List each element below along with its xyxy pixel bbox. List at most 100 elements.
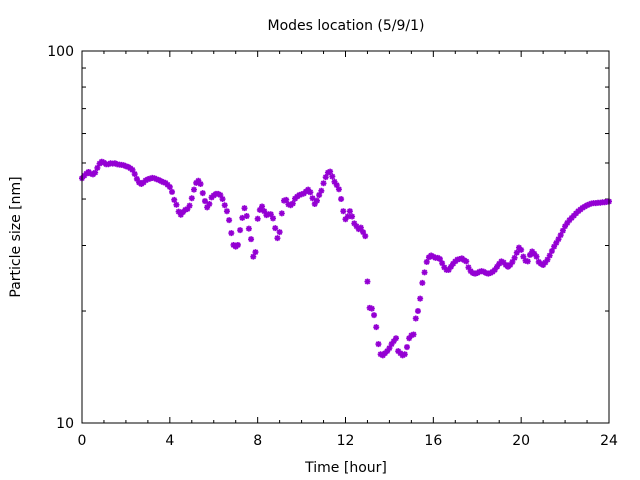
- data-point: [184, 206, 191, 213]
- data-point: [237, 227, 244, 234]
- data-point: [562, 223, 569, 230]
- data-point: [346, 208, 353, 215]
- data-point: [586, 201, 593, 208]
- data-point: [197, 181, 204, 188]
- data-point: [190, 186, 197, 193]
- data-point: [546, 252, 553, 259]
- data-point: [364, 278, 371, 285]
- data-point: [274, 235, 281, 242]
- data-points: [79, 158, 612, 359]
- data-point: [465, 264, 472, 271]
- data-point: [204, 204, 211, 211]
- data-point: [555, 236, 562, 243]
- data-point: [186, 202, 193, 209]
- data-point: [105, 161, 112, 168]
- data-point: [164, 181, 171, 188]
- data-point: [360, 229, 367, 236]
- data-point: [344, 213, 351, 220]
- x-tick-label: 20: [512, 433, 530, 449]
- data-point: [544, 256, 551, 263]
- data-point: [272, 225, 279, 232]
- data-point: [401, 351, 408, 358]
- data-point: [518, 246, 525, 253]
- data-point: [219, 196, 226, 203]
- data-point: [353, 223, 360, 230]
- data-point: [414, 308, 421, 315]
- data-point: [494, 263, 501, 270]
- data-point: [175, 208, 182, 215]
- data-point: [307, 189, 314, 196]
- data-point: [283, 196, 290, 203]
- data-point: [511, 254, 518, 261]
- data-point: [281, 197, 288, 204]
- data-point: [234, 241, 241, 248]
- data-point: [377, 351, 384, 358]
- data-point: [241, 205, 248, 212]
- data-point: [375, 341, 382, 348]
- data-point: [111, 160, 118, 167]
- data-point: [566, 217, 573, 224]
- data-point: [329, 173, 336, 180]
- data-point: [261, 208, 268, 215]
- data-point: [540, 261, 547, 268]
- data-point: [412, 315, 419, 322]
- data-point: [362, 233, 369, 240]
- data-point: [324, 169, 331, 176]
- data-point: [333, 182, 340, 189]
- data-point: [223, 208, 230, 215]
- data-point: [533, 253, 540, 260]
- data-point: [239, 214, 246, 221]
- data-point: [228, 230, 235, 237]
- data-point: [98, 158, 105, 165]
- data-point: [548, 247, 555, 254]
- data-point: [441, 264, 448, 271]
- data-point: [507, 261, 514, 268]
- data-point: [254, 215, 261, 222]
- data-point: [557, 232, 564, 239]
- data-point: [201, 198, 208, 205]
- data-point: [243, 213, 250, 220]
- x-tick-label: 4: [165, 433, 174, 449]
- data-point: [285, 201, 292, 208]
- data-point: [250, 253, 257, 260]
- data-point: [399, 352, 406, 359]
- data-point: [388, 341, 395, 348]
- data-point: [313, 197, 320, 204]
- data-point: [120, 162, 127, 169]
- data-point: [553, 239, 560, 246]
- data-point: [564, 219, 571, 226]
- plot-frame: [81, 50, 610, 424]
- data-point: [551, 243, 558, 250]
- data-point: [447, 263, 454, 270]
- data-point: [289, 200, 296, 207]
- data-point: [342, 216, 349, 223]
- data-point: [195, 177, 202, 184]
- x-axis-label: Time [hour]: [304, 460, 387, 476]
- data-point: [221, 202, 228, 209]
- data-point: [166, 183, 173, 190]
- data-point: [491, 266, 498, 273]
- data-point: [524, 258, 531, 265]
- data-point: [371, 312, 378, 319]
- data-point: [542, 259, 549, 266]
- data-point: [436, 255, 443, 262]
- data-point: [463, 258, 470, 265]
- data-point: [445, 266, 452, 273]
- x-tick-label: 8: [253, 433, 262, 449]
- data-point: [270, 215, 277, 222]
- data-point: [340, 208, 347, 215]
- x-tick-label: 0: [78, 433, 87, 449]
- data-point: [408, 332, 415, 339]
- data-point: [513, 249, 520, 256]
- y-tick-label: 10: [56, 416, 74, 432]
- data-point: [248, 236, 255, 243]
- data-point: [133, 175, 140, 182]
- data-point: [309, 195, 316, 202]
- y-axis-label: Particle size [nm]: [8, 176, 24, 297]
- data-point: [351, 220, 358, 227]
- data-point: [276, 229, 283, 236]
- data-point: [384, 348, 391, 355]
- data-point: [188, 195, 195, 202]
- data-point: [421, 269, 428, 276]
